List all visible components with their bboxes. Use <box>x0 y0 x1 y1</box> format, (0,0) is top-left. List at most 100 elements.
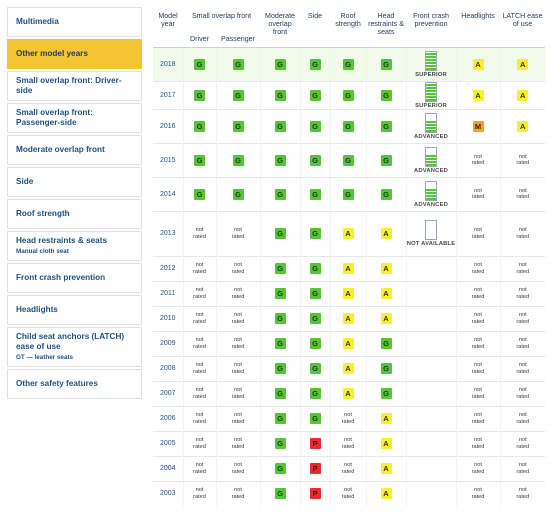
fcp-meter-bar <box>426 85 437 89</box>
rating-cell-head: A <box>365 455 407 481</box>
fcp-label: NOT AVAILABLE <box>406 241 456 247</box>
rating-cell-latch: not rated <box>499 210 546 256</box>
fcp-label: ADVANCED <box>414 133 449 140</box>
sidebar-item-label: Other model years <box>16 48 88 58</box>
rating-badge: A <box>380 263 392 274</box>
model-year-cell[interactable]: 2016 <box>153 108 183 143</box>
rating-badge: G <box>309 120 321 132</box>
rating-cell-head: A <box>365 480 407 506</box>
sidebar-item[interactable]: Roof strength <box>7 199 142 229</box>
fcp-rating: ADVANCED <box>407 180 456 208</box>
rating-cell-roof: G <box>329 80 367 109</box>
sidebar-item[interactable]: Small overlap front: Driver-side <box>7 71 142 101</box>
fcp-meter-icon <box>425 220 438 240</box>
model-year-cell[interactable]: 2017 <box>153 80 183 109</box>
rating-cell-passenger: not rated <box>215 255 261 281</box>
not-rated-label: not rated <box>231 412 245 425</box>
rating-cell-passenger: not rated <box>215 380 261 406</box>
model-year-cell[interactable]: 2018 <box>153 46 183 81</box>
not-rated-label: not rated <box>231 337 245 350</box>
fcp-rating: ADVANCED <box>407 146 456 174</box>
rating-badge: G <box>232 120 244 132</box>
model-year-cell[interactable]: 2007 <box>153 380 183 406</box>
not-rated-label: not rated <box>471 462 485 475</box>
rating-cell-roof: A <box>329 305 367 331</box>
rating-cell-moderate: G <box>259 380 301 406</box>
rating-cell-headlights: not rated <box>455 480 501 506</box>
rating-cell-driver: G <box>182 108 216 143</box>
rating-cell-driver: not rated <box>182 480 216 506</box>
model-year-cell[interactable]: 2011 <box>153 280 183 306</box>
not-rated-label: not rated <box>231 287 245 300</box>
sidebar-item[interactable]: Side <box>7 167 142 197</box>
sidebar-item-label: Multimedia <box>16 16 59 26</box>
sidebar-item[interactable]: Head restraints & seats Manual cloth seat <box>7 231 142 261</box>
rating-badge: G <box>380 89 392 101</box>
table-row: 2015 G G G G G G ADVANCED not rated not rated <box>153 142 546 177</box>
not-rated-label: not rated <box>516 437 530 450</box>
rating-cell-side: G <box>299 176 331 211</box>
fcp-label: ADVANCED <box>414 167 449 174</box>
rating-badge: G <box>274 438 286 449</box>
model-year-cell[interactable]: 2009 <box>153 330 183 356</box>
rating-cell-side: G <box>299 255 331 281</box>
rating-badge: A <box>342 288 354 299</box>
not-rated-label: not rated <box>193 262 206 275</box>
rating-badge: G <box>309 89 321 101</box>
rating-cell-side: G <box>299 305 331 331</box>
model-year-cell[interactable]: 2015 <box>153 142 183 177</box>
rating-cell-latch: not rated <box>499 480 546 506</box>
sidebar-item[interactable]: Child seat anchors (LATCH) ease of use GT… <box>7 327 142 367</box>
not-rated-label: not rated <box>231 362 245 375</box>
sidebar-item[interactable]: Small overlap front: Passenger-side <box>7 103 142 133</box>
sidebar-item-label: Moderate overlap front <box>16 144 105 154</box>
sidebar-item-label: Side <box>16 176 34 186</box>
model-year-cell[interactable]: 2014 <box>153 176 183 211</box>
rating-badge: G <box>232 58 244 70</box>
rating-cell-roof: G <box>329 108 367 143</box>
rating-badge: A <box>342 363 354 374</box>
rating-cell-driver: not rated <box>182 330 216 356</box>
sidebar-item[interactable]: Moderate overlap front <box>7 135 142 165</box>
model-year-cell[interactable]: 2010 <box>153 305 183 331</box>
rating-badge: A <box>380 463 392 474</box>
rating-cell-passenger: not rated <box>215 280 261 306</box>
not-rated-label: not rated <box>516 153 530 166</box>
fcp-meter-bar <box>426 147 437 151</box>
not-rated-label: not rated <box>471 187 485 200</box>
sidebar-item[interactable]: Headlights <box>7 295 142 325</box>
rating-cell-head: G <box>365 176 407 211</box>
model-year-cell[interactable]: 2004 <box>153 455 183 481</box>
rating-cell-fcp <box>405 455 457 481</box>
rating-badge: G <box>380 154 392 166</box>
rating-cell-side: P <box>299 455 331 481</box>
not-rated-label: not rated <box>471 362 485 375</box>
sidebar-item[interactable]: Other safety features <box>7 369 142 399</box>
model-year-cell[interactable]: 2003 <box>153 480 183 506</box>
model-year-cell[interactable]: 2013 <box>153 210 183 256</box>
rating-cell-latch: not rated <box>499 330 546 356</box>
model-year-cell[interactable]: 2005 <box>153 430 183 456</box>
rating-badge: G <box>309 288 321 299</box>
model-year-cell[interactable]: 2006 <box>153 405 183 431</box>
fcp-meter-bar <box>426 153 437 157</box>
fcp-meter-icon <box>425 180 438 201</box>
rating-badge: G <box>380 363 392 374</box>
rating-badge: G <box>194 154 205 166</box>
sidebar-item[interactable]: Multimedia <box>7 7 142 37</box>
model-year-cell[interactable]: 2008 <box>153 355 183 381</box>
fcp-meter-bar <box>426 113 437 117</box>
sidebar-item[interactable]: Front crash prevention <box>7 263 142 293</box>
rating-cell-fcp <box>405 305 457 331</box>
model-year-cell[interactable]: 2012 <box>153 255 183 281</box>
rating-cell-latch: A <box>499 108 546 143</box>
sidebar-item[interactable]: Other model years <box>7 39 142 69</box>
fcp-meter-bar <box>426 94 437 98</box>
rating-badge: G <box>342 154 354 166</box>
fcp-meter-bar <box>426 150 437 154</box>
not-rated-label: not rated <box>341 487 355 500</box>
